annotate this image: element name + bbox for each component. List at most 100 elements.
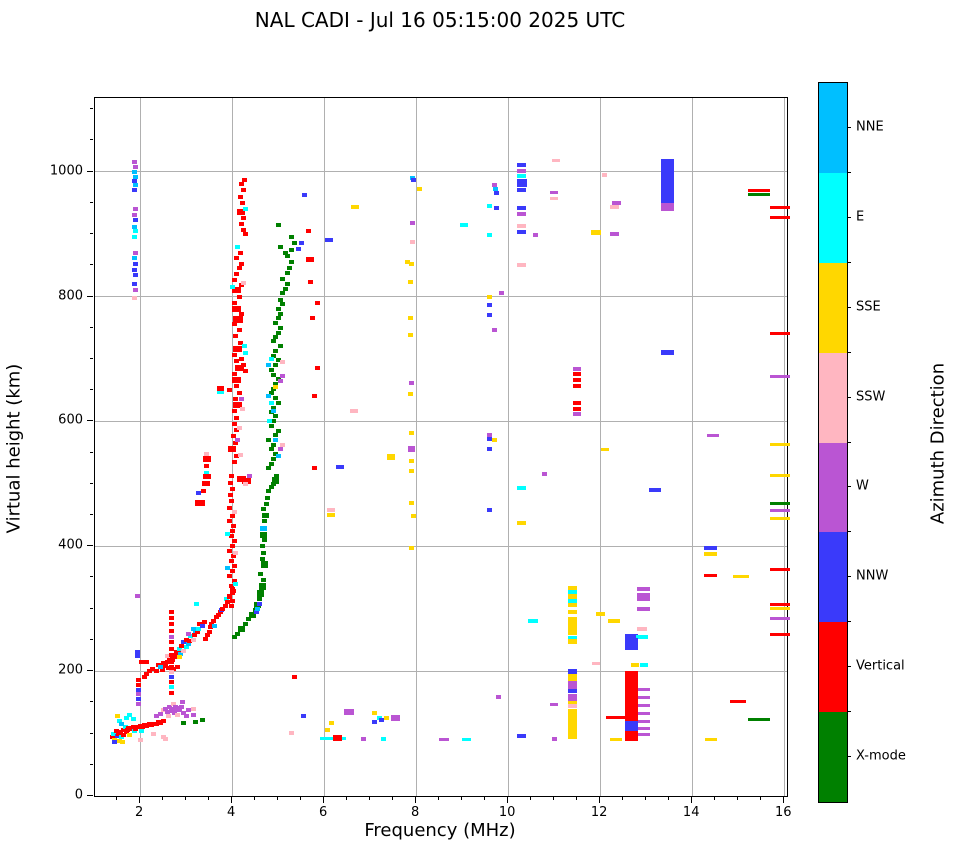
- data-point: [168, 646, 174, 651]
- x-minor-tick: [277, 797, 279, 800]
- data-point: [167, 704, 173, 709]
- data-point: [573, 383, 582, 388]
- data-point: [704, 545, 718, 550]
- data-point: [637, 727, 650, 731]
- data-point: [280, 374, 286, 379]
- data-point: [225, 600, 230, 605]
- y-minor-tick: [90, 139, 93, 141]
- data-point: [462, 737, 472, 741]
- data-point: [162, 736, 168, 741]
- data-point: [222, 603, 228, 608]
- data-point: [573, 371, 582, 376]
- data-point: [280, 360, 286, 365]
- data-point: [325, 728, 331, 733]
- x-minor-tick: [185, 797, 187, 800]
- data-point: [243, 350, 249, 355]
- data-point: [202, 481, 211, 487]
- data-point: [372, 720, 378, 725]
- data-point: [187, 639, 193, 644]
- y-tick-label: 1000: [49, 163, 83, 179]
- data-point: [624, 720, 638, 734]
- data-point: [496, 695, 502, 700]
- y-minor-tick: [90, 514, 93, 516]
- data-point: [168, 690, 174, 695]
- data-point: [528, 619, 539, 624]
- data-point: [591, 661, 600, 665]
- data-point: [234, 415, 240, 420]
- colorbar-label-sse: SSE: [856, 299, 881, 315]
- data-point: [234, 384, 240, 389]
- x-tick-label: 16: [774, 805, 792, 820]
- data-point: [277, 244, 283, 249]
- data-point: [492, 187, 498, 192]
- gridline: [415, 98, 417, 796]
- data-point: [239, 200, 245, 205]
- data-point: [202, 455, 211, 462]
- data-point: [258, 571, 264, 576]
- data-point: [181, 710, 187, 715]
- data-point: [275, 222, 281, 227]
- data-point: [241, 280, 247, 285]
- data-point: [259, 526, 267, 532]
- data-point: [280, 443, 286, 448]
- data-point: [271, 481, 277, 486]
- data-point: [229, 586, 235, 591]
- data-point: [170, 701, 176, 706]
- x-tick-label: 12: [590, 805, 608, 820]
- data-point: [300, 714, 306, 719]
- data-point: [242, 477, 252, 484]
- y-tick-label: 0: [74, 787, 83, 803]
- data-point: [168, 610, 174, 615]
- data-point: [487, 436, 493, 441]
- data-point: [185, 631, 191, 636]
- data-point: [135, 653, 141, 658]
- colorbar-segment-vertical: [819, 622, 847, 713]
- data-point: [268, 461, 274, 466]
- data-point: [266, 466, 272, 471]
- data-point: [409, 458, 415, 463]
- y-tick: [87, 295, 93, 297]
- data-point: [268, 424, 274, 429]
- data-point: [487, 446, 493, 451]
- data-point: [409, 500, 415, 505]
- data-point: [172, 710, 178, 715]
- data-point: [230, 589, 236, 594]
- colorbar-segment-ssw: [819, 352, 847, 443]
- data-point: [277, 312, 283, 317]
- data-point: [236, 475, 246, 482]
- data-point: [131, 717, 137, 722]
- data-point: [314, 366, 320, 371]
- data-point: [487, 302, 493, 307]
- data-point: [232, 287, 242, 294]
- data-point: [138, 659, 149, 664]
- data-point: [273, 320, 279, 325]
- data-point: [408, 279, 414, 284]
- data-point: [257, 596, 263, 601]
- data-point: [132, 183, 138, 188]
- x-tick: [415, 797, 417, 803]
- data-point: [201, 489, 207, 494]
- data-point: [234, 453, 240, 458]
- data-point: [568, 639, 578, 645]
- data-point: [747, 193, 770, 197]
- data-point: [194, 499, 205, 506]
- data-point: [327, 513, 336, 518]
- colorbar-segment-sse: [819, 262, 847, 353]
- data-point: [175, 712, 181, 717]
- data-point: [590, 229, 601, 235]
- y-tick-label: 200: [58, 662, 83, 678]
- data-point: [409, 380, 415, 385]
- data-point: [595, 611, 605, 616]
- data-point: [114, 734, 120, 739]
- data-point: [191, 632, 197, 637]
- data-point: [229, 569, 235, 574]
- data-point: [277, 325, 283, 330]
- data-point: [204, 464, 210, 469]
- data-point: [298, 240, 304, 245]
- data-point: [550, 703, 559, 707]
- data-point: [234, 359, 240, 364]
- data-point: [264, 495, 270, 500]
- data-point: [206, 629, 212, 634]
- colorbar-boundary-tick: [847, 531, 851, 533]
- data-point: [390, 714, 400, 721]
